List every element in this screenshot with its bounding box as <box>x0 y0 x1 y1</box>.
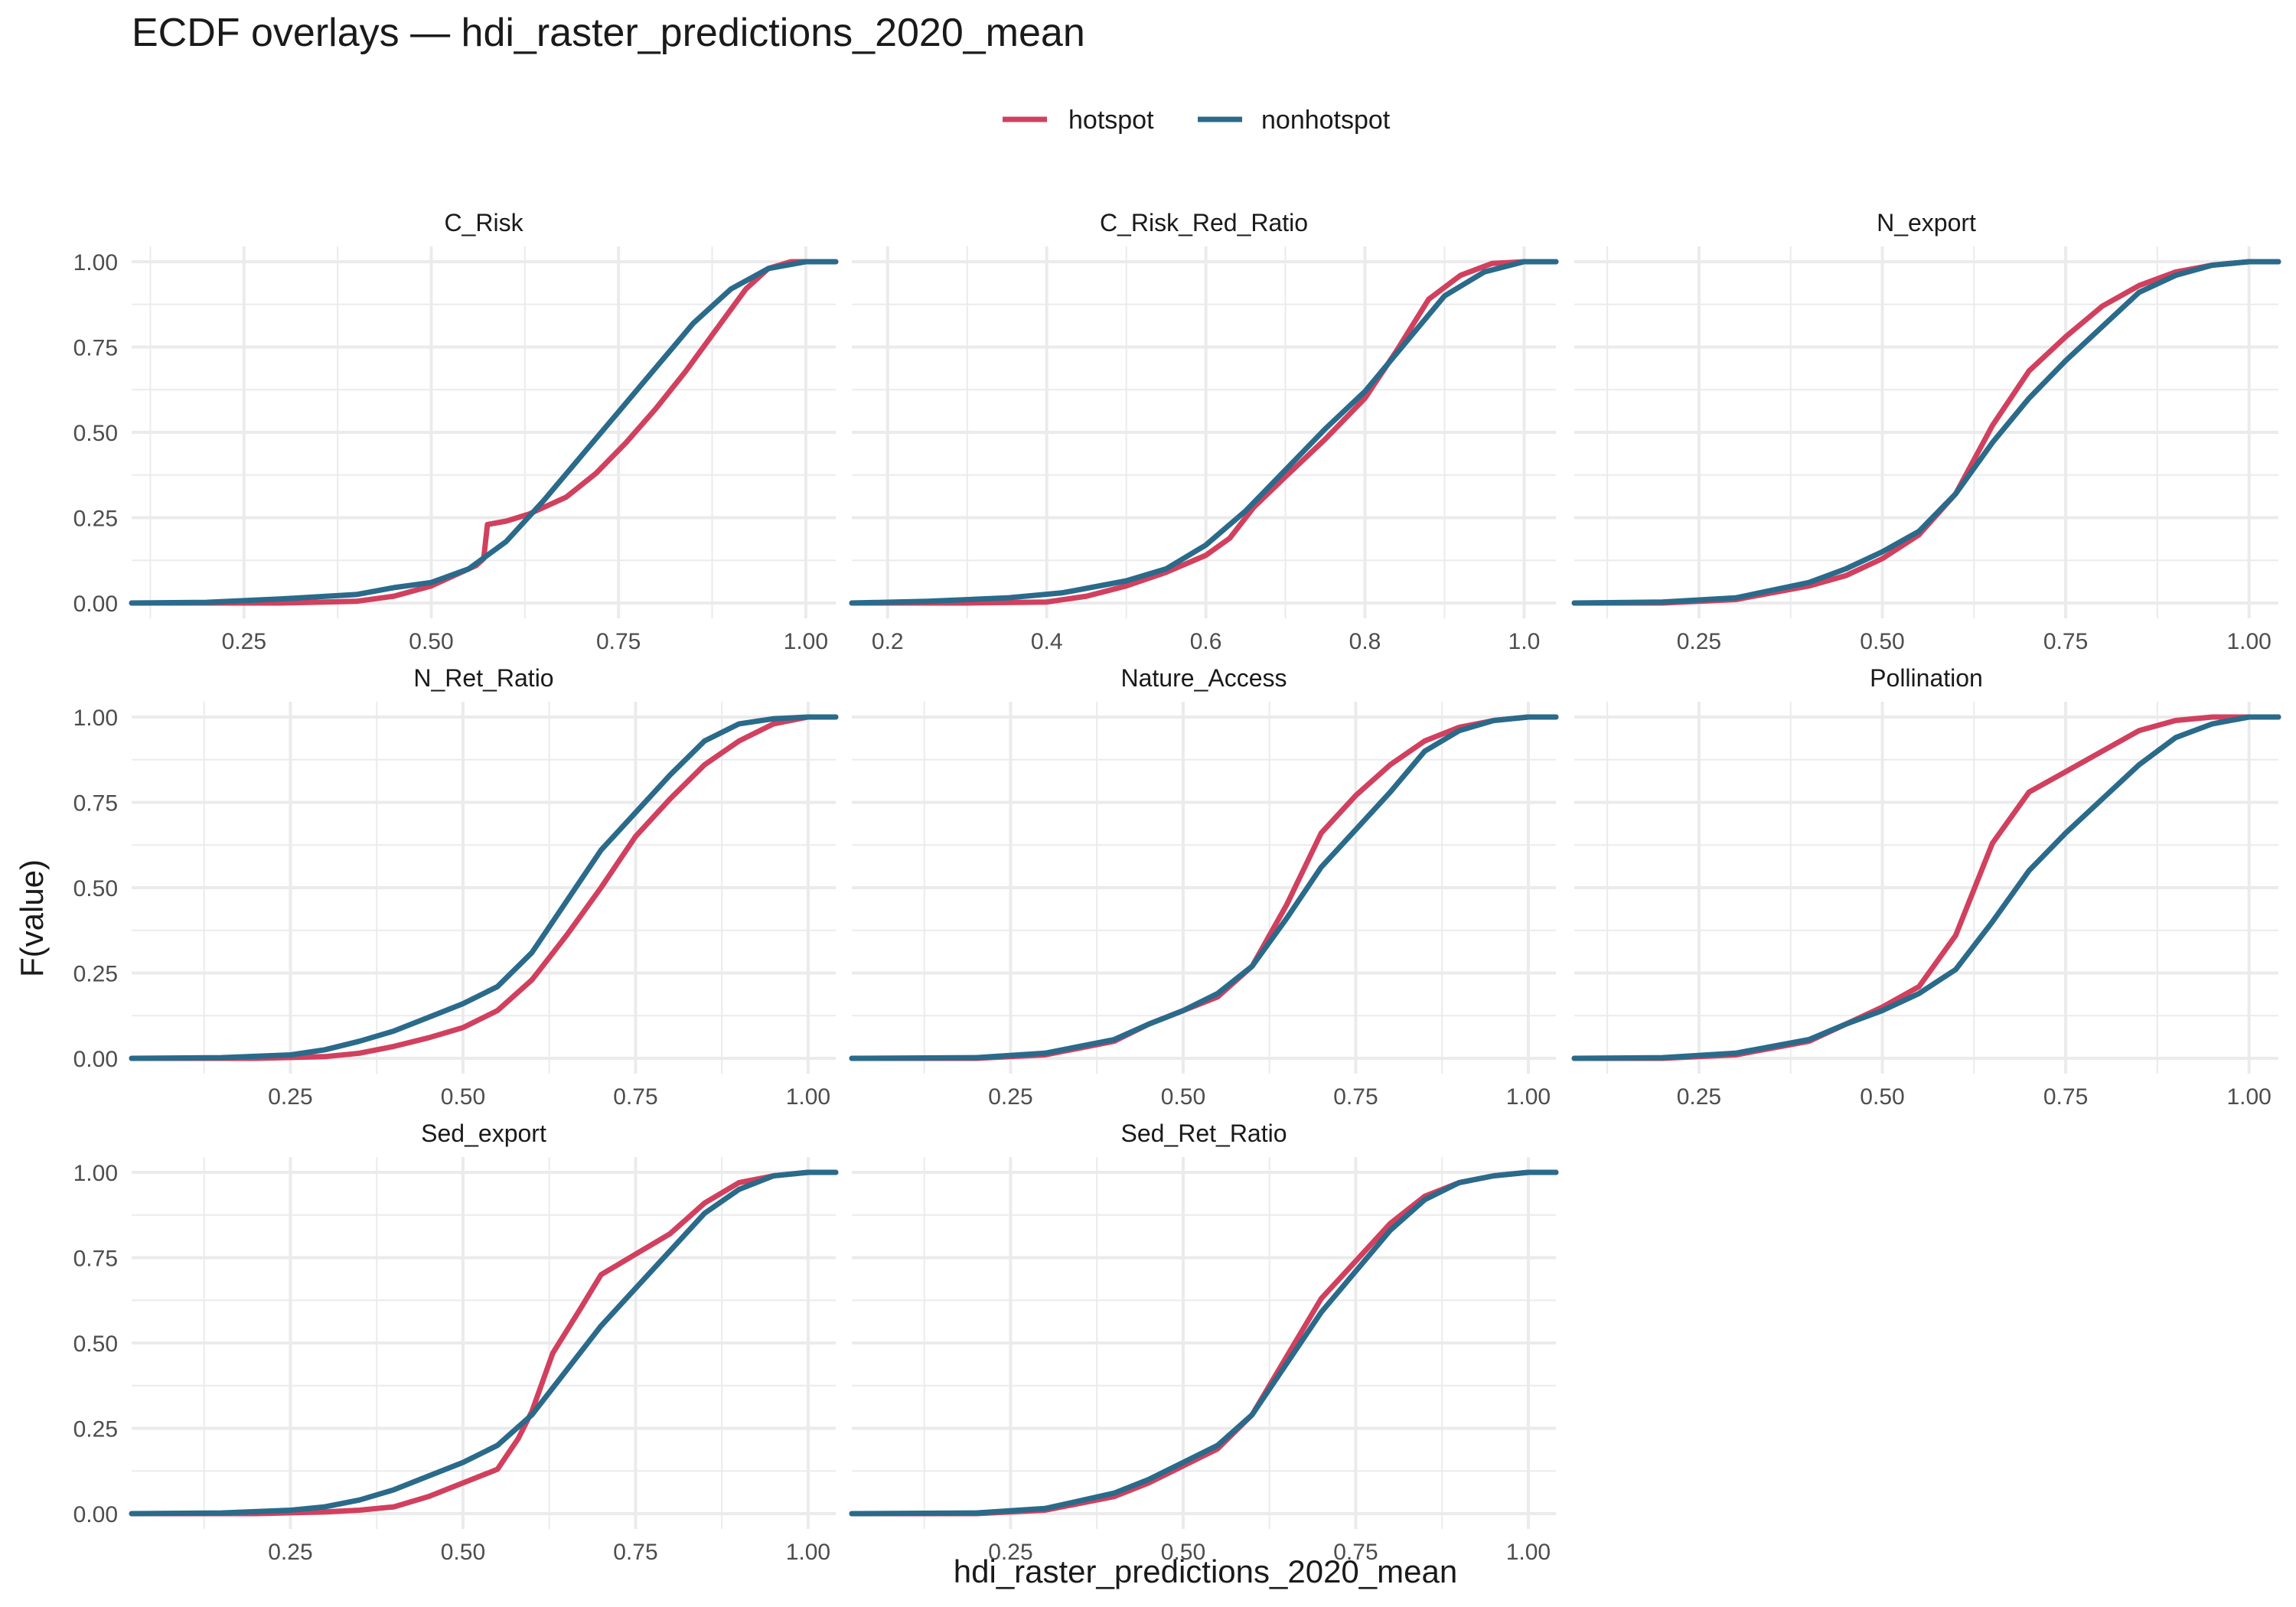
panel-title: Pollination <box>1870 664 1983 692</box>
x-tick-label: 0.50 <box>441 1540 485 1565</box>
x-tick-label: 0.25 <box>988 1084 1032 1110</box>
series-line-nonhotspot <box>129 714 839 1061</box>
y-tick-label: 1.00 <box>73 250 118 275</box>
x-tick-label: 0.25 <box>988 1540 1032 1565</box>
legend-label-hotspot: hotspot <box>1068 106 1154 135</box>
panel-title: Sed_export <box>421 1120 546 1147</box>
panel-C_Risk: C_Risk 0.00 0.25 0.50 0.75 1.00 0.25 0.50 0.75 1.… <box>73 209 839 654</box>
series-line-nonhotspot <box>849 714 1559 1061</box>
y-tick-label: 0.00 <box>73 1047 118 1072</box>
series-line-nonhotspot <box>1571 259 2281 606</box>
x-tick-label: 0.75 <box>2043 629 2088 654</box>
panel-title: C_Risk_Red_Ratio <box>1100 209 1308 236</box>
x-tick-label: 0.75 <box>596 629 641 654</box>
panel-title: Nature_Access <box>1121 664 1287 692</box>
x-tick-label: 0.50 <box>1860 1084 1904 1110</box>
x-tick-label: 0.50 <box>1860 629 1904 654</box>
series-line-hotspot <box>129 714 839 1061</box>
x-tick-label: 0.50 <box>1161 1540 1205 1565</box>
x-axis-title: hdi_raster_predictions_2020_mean <box>954 1553 1457 1589</box>
x-tick-label: 0.8 <box>1349 629 1381 654</box>
x-tick-label: 1.00 <box>786 1084 830 1110</box>
y-tick-label: 0.50 <box>73 876 118 901</box>
panel-Nature_Access: Nature_Access 0.25 0.50 0.75 1.00 <box>849 664 1559 1110</box>
x-tick-label: 0.25 <box>268 1540 312 1565</box>
y-tick-label: 0.25 <box>73 507 118 532</box>
y-tick-label: 0.75 <box>73 791 118 817</box>
panel-title: N_export <box>1877 209 1976 236</box>
y-tick-label: 0.75 <box>73 336 118 361</box>
legend-label-nonhotspot: nonhotspot <box>1261 106 1391 135</box>
x-tick-label: 0.50 <box>441 1084 485 1110</box>
x-tick-label: 0.25 <box>1677 629 1721 654</box>
panel-Sed_Ret_Ratio: Sed_Ret_Ratio 0.25 0.50 0.75 1.00 <box>849 1120 1559 1565</box>
x-tick-label: 0.25 <box>222 629 266 654</box>
panel-N_export: N_export 0.25 0.50 0.75 1.00 <box>1571 209 2281 654</box>
x-tick-label: 0.75 <box>2043 1084 2088 1110</box>
x-tick-label: 1.00 <box>2226 1084 2271 1110</box>
facet-panels: C_Risk 0.00 0.25 0.50 0.75 1.00 0.25 0.50 0.75 1.… <box>73 209 2281 1565</box>
legend: hotspot nonhotspot <box>1003 106 1391 135</box>
series-line-nonhotspot <box>1571 714 2281 1061</box>
x-tick-label: 0.4 <box>1031 629 1063 654</box>
x-tick-label: 1.00 <box>784 629 828 654</box>
chart-title: ECDF overlays — hdi_raster_predictions_2… <box>132 11 1085 55</box>
x-tick-label: 1.0 <box>1508 629 1541 654</box>
x-tick-label: 1.00 <box>786 1540 830 1565</box>
y-tick-label: 0.75 <box>73 1247 118 1272</box>
y-tick-label: 0.25 <box>73 1417 118 1442</box>
y-tick-label: 1.00 <box>73 706 118 731</box>
x-tick-label: 0.6 <box>1190 629 1222 654</box>
panel-Sed_export: Sed_export 0.00 0.25 0.50 0.75 1.00 0.25 0.50 0.… <box>73 1120 839 1565</box>
x-tick-label: 0.50 <box>409 629 453 654</box>
y-tick-label: 0.50 <box>73 421 118 446</box>
panel-title: N_Ret_Ratio <box>413 664 553 692</box>
panel-title: Sed_Ret_Ratio <box>1120 1120 1287 1147</box>
x-tick-label: 0.75 <box>613 1540 657 1565</box>
y-tick-label: 0.25 <box>73 962 118 987</box>
x-tick-label: 0.25 <box>268 1084 312 1110</box>
y-tick-label: 0.50 <box>73 1332 118 1357</box>
x-tick-label: 0.2 <box>872 629 904 654</box>
panel-C_Risk_Red_Ratio: C_Risk_Red_Ratio 0.2 0.4 0.6 0.8 1.0 <box>849 209 1559 654</box>
x-tick-label: 0.75 <box>1333 1540 1378 1565</box>
y-tick-label: 0.00 <box>73 1502 118 1527</box>
series-line-hotspot <box>129 1169 839 1517</box>
x-tick-label: 0.50 <box>1161 1084 1205 1110</box>
series-line-hotspot <box>849 259 1559 606</box>
panel-Pollination: Pollination 0.25 0.50 0.75 1.00 <box>1571 664 2281 1110</box>
x-tick-label: 0.25 <box>1677 1084 1721 1110</box>
series-line-nonhotspot <box>849 259 1559 606</box>
x-tick-label: 1.00 <box>1506 1084 1551 1110</box>
x-tick-label: 1.00 <box>2226 629 2271 654</box>
panel-title: C_Risk <box>444 209 523 236</box>
x-tick-label: 0.75 <box>613 1084 657 1110</box>
series-line-nonhotspot <box>849 1169 1559 1517</box>
series-line-nonhotspot <box>129 1169 839 1517</box>
x-tick-label: 1.00 <box>1506 1540 1551 1565</box>
panel-N_Ret_Ratio: N_Ret_Ratio 0.00 0.25 0.50 0.75 1.00 0.25 0.50 0… <box>73 664 839 1110</box>
x-tick-label: 0.75 <box>1333 1084 1378 1110</box>
y-tick-label: 0.00 <box>73 592 118 617</box>
y-axis-title: F(value) <box>14 859 50 977</box>
y-tick-label: 1.00 <box>73 1161 118 1186</box>
series-line-nonhotspot <box>129 259 839 606</box>
